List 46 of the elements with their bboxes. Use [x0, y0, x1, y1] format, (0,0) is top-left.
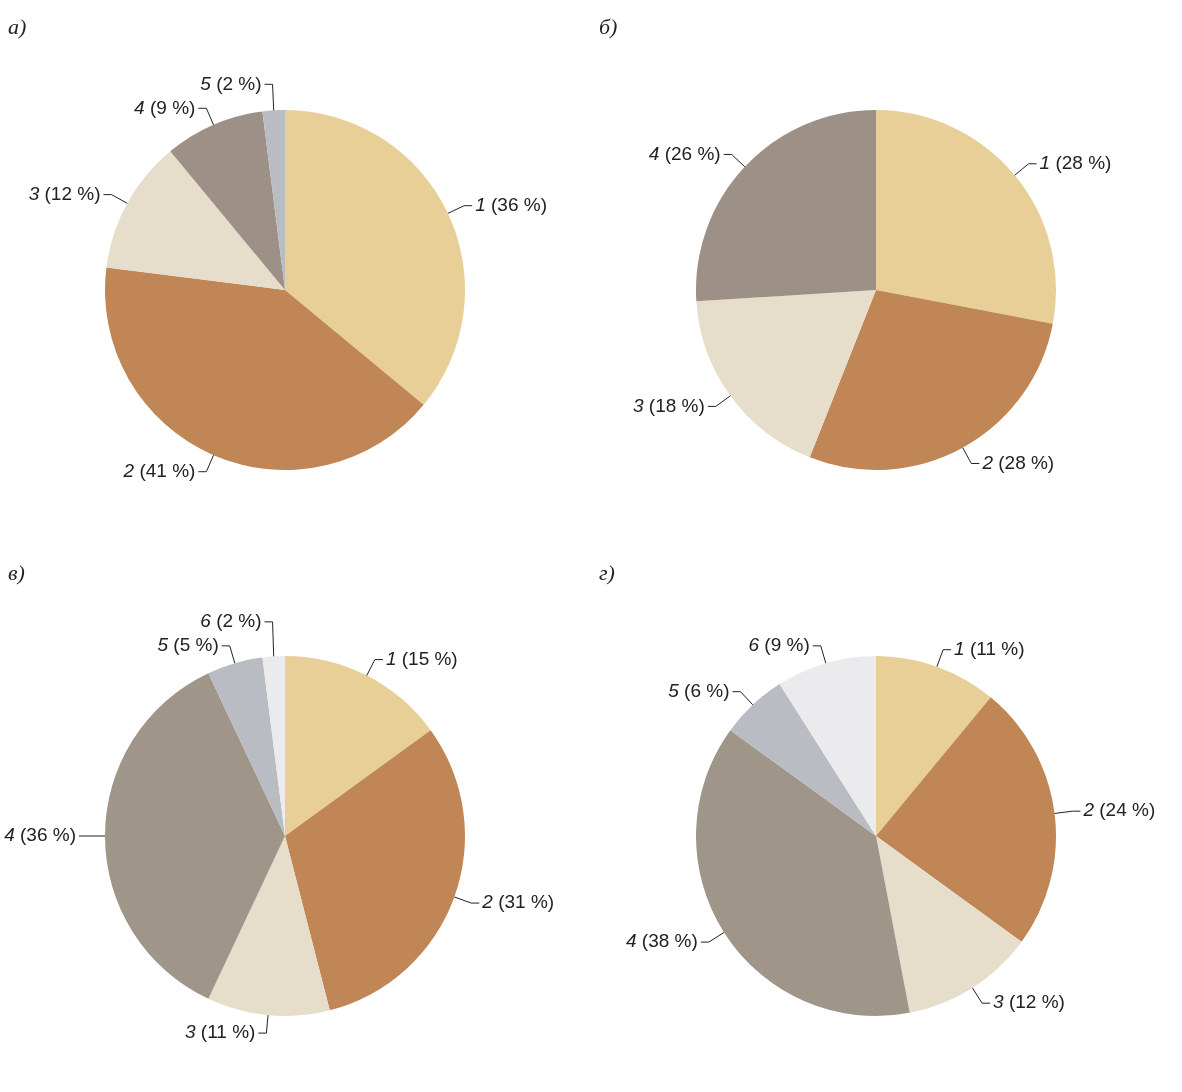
slice-label: 2	[481, 891, 494, 913]
data-label: (5 %)	[168, 634, 219, 656]
data-label: (9 %)	[759, 634, 810, 656]
data-label: (2 %)	[210, 72, 262, 94]
slice-label: 5	[668, 679, 680, 701]
slice-label: 1	[475, 193, 486, 215]
slice-label: 4	[4, 824, 15, 846]
slice-label: 4	[134, 96, 145, 118]
data-label: (26 %)	[659, 142, 721, 164]
slice-label: 3	[633, 394, 645, 416]
data-label: (2 %)	[210, 610, 262, 632]
chart-title: в)	[8, 560, 25, 585]
chart-title: б)	[599, 14, 618, 39]
chart-title: г)	[599, 560, 615, 585]
data-label: (31 %)	[492, 891, 555, 913]
data-label: (18 %)	[643, 394, 705, 416]
data-label: (28 %)	[1050, 152, 1112, 174]
slice-label: 6	[200, 610, 212, 632]
data-label: (15 %)	[396, 647, 458, 669]
slice-label: 1	[385, 647, 397, 669]
chart-title: а)	[8, 14, 27, 39]
slice-label: 5	[200, 72, 212, 94]
data-label: (38 %)	[636, 930, 698, 952]
slice-label: 2	[1082, 799, 1095, 821]
slice-label: 6	[748, 634, 760, 656]
data-label: (41 %)	[134, 459, 196, 481]
data-label: (12 %)	[39, 182, 101, 204]
data-label: (9 %)	[144, 96, 196, 118]
data-label: (11 %)	[964, 637, 1025, 659]
data-label: (6 %)	[678, 679, 730, 701]
slice-label: 1	[954, 637, 965, 659]
data-label: (28 %)	[992, 451, 1055, 473]
data-label: (11 %)	[195, 1021, 256, 1043]
data-label: (24 %)	[1094, 799, 1156, 821]
slice-label: 3	[28, 182, 40, 204]
data-label: (36 %)	[14, 824, 77, 846]
slice-label: 1	[1039, 152, 1051, 174]
data-label: (36 %)	[485, 193, 547, 215]
data-label: (12 %)	[1003, 991, 1065, 1013]
slice-label: 4	[626, 930, 637, 952]
slice-label: 3	[184, 1021, 196, 1043]
slice-label: 2	[981, 451, 994, 473]
slice-label: 4	[648, 142, 660, 164]
slice-label: 2	[122, 460, 135, 481]
slice-label: 5	[157, 634, 169, 656]
slice-label: 3	[993, 991, 1005, 1013]
